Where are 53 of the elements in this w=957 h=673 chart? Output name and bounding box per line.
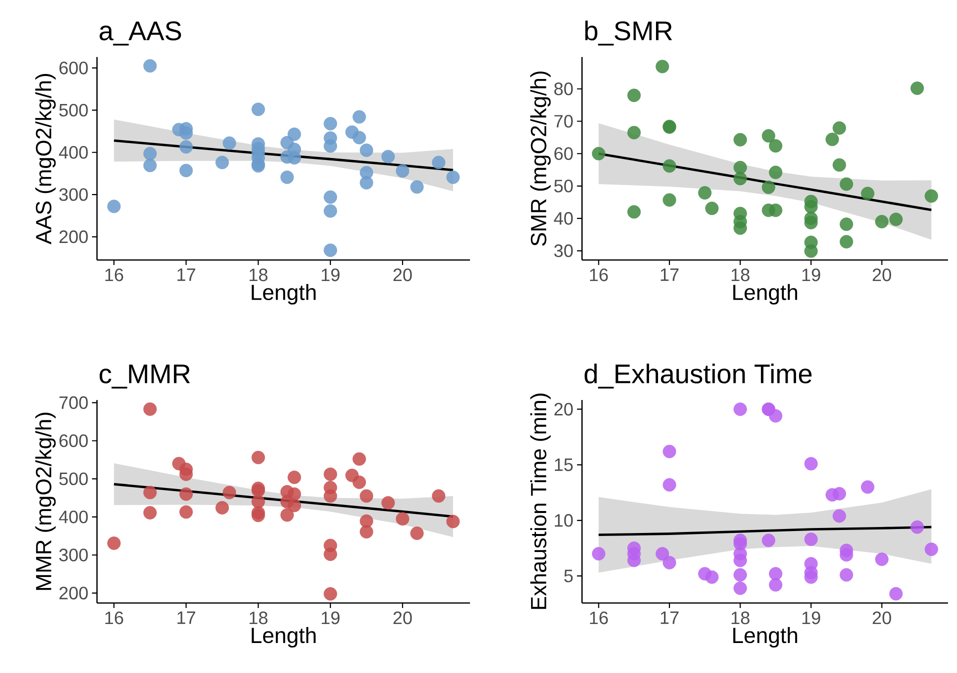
y-tick-label: 40 [554,212,573,225]
x-axis-title: Length [733,284,798,304]
y-tick-label: 70 [554,114,573,128]
x-tick-label: 19 [322,268,340,282]
chart-title: d_Exhaustion Time [584,364,812,388]
x-tick-label: 19 [802,612,820,624]
y-tick-label: 600 [59,62,88,74]
y-tick-label: 200 [59,586,88,600]
y-tick-label: 200 [59,230,88,244]
x-tick-label: 18 [732,268,750,282]
y-axis-title: Exhaustion Time (min) [530,394,551,609]
x-tick-label: 16 [105,612,124,624]
y-tick-label: 60 [554,147,573,160]
y-tick-label: 400 [58,510,88,524]
x-tick-label: 19 [322,612,340,624]
y-tick-label: 15 [554,458,573,472]
y-tick-label: 10 [554,514,573,527]
y-tick-label: 500 [59,104,88,117]
x-tick-label: 20 [872,268,892,282]
y-axis-title: MMR (mgO2/kg/h) [35,412,56,590]
y-tick-label: 500 [59,472,88,486]
y-tick-label: 30 [554,244,573,258]
y-tick-label: 50 [554,180,573,192]
chart-title: b_SMR [585,20,672,46]
x-tick-label: 17 [660,268,679,281]
x-tick-label: 16 [590,612,608,624]
x-tick-label: 16 [590,268,608,282]
x-tick-label: 18 [732,612,750,624]
y-tick-label: 300 [59,188,88,201]
x-tick-label: 16 [105,268,124,282]
x-tick-label: 18 [250,612,268,624]
x-tick-label: 17 [177,268,196,281]
y-tick-label: 400 [58,146,88,159]
x-tick-label: 19 [802,268,820,282]
y-axis-title: AAS (mgO2/kg/h) [35,74,56,244]
x-tick-label: 17 [177,612,196,624]
y-tick-label: 20 [554,402,573,416]
x-tick-label: 20 [872,612,892,624]
x-tick-label: 18 [250,268,268,282]
x-tick-label: 20 [393,612,412,624]
y-tick-label: 80 [554,82,573,96]
y-tick-label: 600 [59,434,88,448]
x-axis-title: Length [252,627,316,648]
chart-title: c_MMR [100,364,190,388]
y-tick-label: 700 [59,396,88,410]
y-tick-label: 300 [59,548,88,562]
chart-title: a_AAS [100,21,182,46]
x-tick-label: 17 [660,612,679,624]
y-tick-label: 5 [564,570,573,582]
y-axis-title: SMR (mgO2/kg/h) [530,72,551,246]
x-tick-label: 20 [393,268,412,282]
x-axis-title: Length [733,627,798,648]
x-axis-title: Length [252,284,316,304]
